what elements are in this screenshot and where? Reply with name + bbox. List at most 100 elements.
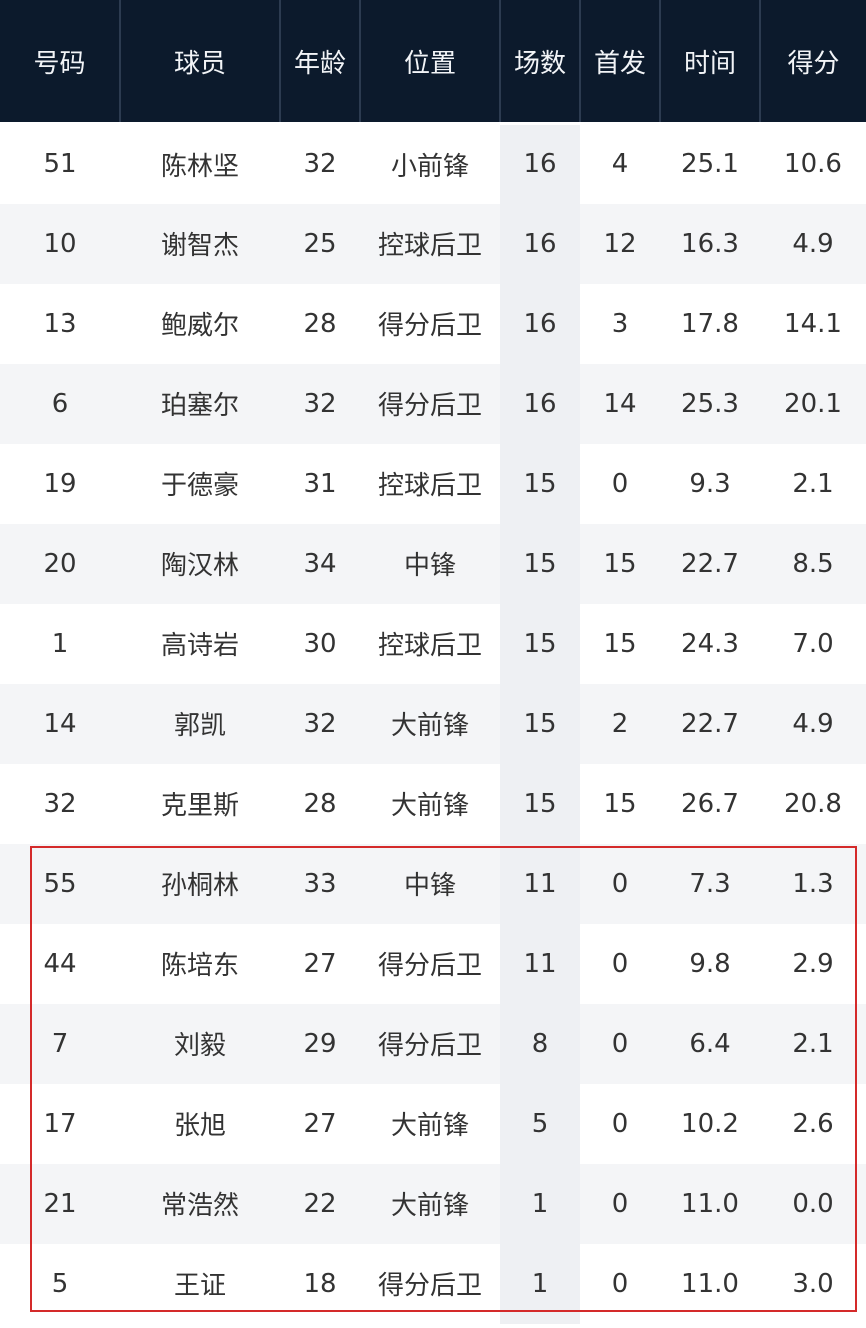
table-row: 13 鲍威尔 28 得分后卫 16 3 17.8 14.1 bbox=[0, 283, 866, 364]
header-position: 位置 bbox=[360, 0, 501, 124]
cell-age: 27 bbox=[303, 1108, 337, 1139]
cell-games: 1 bbox=[500, 1163, 580, 1244]
table-row: 32 克里斯 28 大前锋 15 15 26.7 20.8 bbox=[0, 763, 866, 844]
cell-player: 于德豪 bbox=[160, 471, 239, 501]
header-age: 年龄 bbox=[280, 0, 361, 124]
cell-minutes: 9.8 bbox=[689, 948, 731, 979]
header-games: 场数 bbox=[500, 0, 581, 124]
cell-position: 小前锋 bbox=[360, 122, 500, 204]
cell-games: 16 bbox=[500, 203, 580, 284]
cell-games: 11 bbox=[500, 843, 580, 924]
cell-player: 郭凯 bbox=[120, 683, 280, 764]
table-row: 55 孙桐林 33 中锋 11 0 7.3 1.3 bbox=[0, 843, 866, 924]
cell-position: 控球后卫 bbox=[377, 631, 482, 661]
cell-player: 谢智杰 bbox=[120, 203, 280, 284]
cell-minutes: 6.4 bbox=[660, 1003, 760, 1084]
cell-starts: 15 bbox=[603, 788, 637, 819]
cell-games: 15 bbox=[500, 683, 580, 764]
cell-position: 得分后卫 bbox=[377, 311, 482, 341]
cell-points: 2.6 bbox=[792, 1108, 834, 1139]
cell-starts: 12 bbox=[580, 203, 660, 284]
cell-number: 13 bbox=[43, 308, 77, 339]
cell-number: 5 bbox=[51, 1268, 69, 1299]
cell-minutes: 11.0 bbox=[681, 1268, 739, 1299]
cell-minutes: 25.1 bbox=[660, 122, 760, 204]
cell-games: 15 bbox=[500, 763, 580, 844]
cell-number: 6 bbox=[0, 363, 120, 444]
cell-age: 28 bbox=[303, 788, 337, 819]
cell-age: 27 bbox=[303, 948, 337, 979]
cell-points: 4.9 bbox=[760, 203, 866, 284]
cell-position: 控球后卫 bbox=[360, 203, 500, 284]
cell-position: 中锋 bbox=[360, 523, 500, 604]
cell-player: 高诗岩 bbox=[160, 631, 239, 661]
table-row: 51 陈林坚 32 小前锋 16 4 25.1 10.6 bbox=[0, 122, 866, 204]
cell-minutes: 25.3 bbox=[660, 363, 760, 444]
cell-number: 21 bbox=[0, 1163, 120, 1244]
cell-position: 得分后卫 bbox=[360, 1003, 500, 1084]
table-row: 21 常浩然 22 大前锋 1 0 11.0 0.0 bbox=[0, 1163, 866, 1244]
table-row: 20 陶汉林 34 中锋 15 15 22.7 8.5 bbox=[0, 523, 866, 604]
cell-minutes: 24.3 bbox=[681, 628, 739, 659]
cell-games: 8 bbox=[500, 1003, 580, 1084]
cell-minutes: 11.0 bbox=[660, 1163, 760, 1244]
table-row: 19 于德豪 31 控球后卫 15 0 9.3 2.1 bbox=[0, 443, 866, 524]
cell-points: 1.3 bbox=[760, 843, 866, 924]
cell-age: 32 bbox=[280, 122, 360, 204]
cell-position: 大前锋 bbox=[390, 791, 469, 821]
header-number: 号码 bbox=[0, 0, 121, 124]
table-row: 10 谢智杰 25 控球后卫 16 12 16.3 4.9 bbox=[0, 203, 866, 284]
cell-minutes: 16.3 bbox=[660, 203, 760, 284]
cell-games: 15 bbox=[500, 523, 580, 604]
cell-age: 33 bbox=[280, 843, 360, 924]
cell-player: 珀塞尔 bbox=[120, 363, 280, 444]
cell-number: 7 bbox=[0, 1003, 120, 1084]
cell-number: 19 bbox=[43, 468, 77, 499]
cell-starts: 0 bbox=[580, 1003, 660, 1084]
cell-points: 10.6 bbox=[760, 122, 866, 204]
table-row: 1 高诗岩 30 控球后卫 15 15 24.3 7.0 bbox=[0, 603, 866, 684]
cell-starts: 3 bbox=[611, 308, 629, 339]
cell-age: 32 bbox=[280, 363, 360, 444]
cell-minutes: 7.3 bbox=[660, 843, 760, 924]
cell-starts: 15 bbox=[603, 628, 637, 659]
cell-starts: 0 bbox=[580, 1163, 660, 1244]
cell-points: 7.0 bbox=[792, 628, 834, 659]
cell-starts: 0 bbox=[611, 948, 629, 979]
cell-player: 陈林坚 bbox=[120, 122, 280, 204]
table-row: 17 张旭 27 大前锋 5 0 10.2 2.6 bbox=[0, 1083, 866, 1164]
cell-age: 29 bbox=[280, 1003, 360, 1084]
cell-number: 14 bbox=[0, 683, 120, 764]
cell-minutes: 22.7 bbox=[660, 523, 760, 604]
cell-starts: 0 bbox=[611, 468, 629, 499]
cell-games: 16 bbox=[500, 122, 580, 204]
cell-starts: 2 bbox=[580, 683, 660, 764]
table-row: 14 郭凯 32 大前锋 15 2 22.7 4.9 bbox=[0, 683, 866, 764]
cell-number: 55 bbox=[0, 843, 120, 924]
cell-number: 44 bbox=[43, 948, 77, 979]
cell-position: 中锋 bbox=[360, 843, 500, 924]
cell-points: 2.9 bbox=[792, 948, 834, 979]
cell-player: 鲍威尔 bbox=[160, 311, 239, 341]
cell-starts: 4 bbox=[580, 122, 660, 204]
table-row: 6 珀塞尔 32 得分后卫 16 14 25.3 20.1 bbox=[0, 363, 866, 444]
cell-games: 5 bbox=[500, 1083, 580, 1164]
cell-position: 大前锋 bbox=[360, 1163, 500, 1244]
header-points: 得分 bbox=[760, 0, 866, 124]
cell-position: 得分后卫 bbox=[377, 1271, 482, 1301]
cell-points: 4.9 bbox=[760, 683, 866, 764]
cell-games: 11 bbox=[500, 923, 580, 1004]
cell-games: 15 bbox=[500, 603, 580, 684]
cell-games: 16 bbox=[500, 363, 580, 444]
cell-points: 3.0 bbox=[792, 1268, 834, 1299]
cell-player: 孙桐林 bbox=[120, 843, 280, 924]
cell-starts: 14 bbox=[580, 363, 660, 444]
cell-number: 10 bbox=[0, 203, 120, 284]
cell-age: 32 bbox=[280, 683, 360, 764]
table-row: 44 陈培东 27 得分后卫 11 0 9.8 2.9 bbox=[0, 923, 866, 1004]
cell-points: 8.5 bbox=[760, 523, 866, 604]
cell-points: 14.1 bbox=[784, 308, 842, 339]
table-row: 5 王证 18 得分后卫 1 0 11.0 3.0 bbox=[0, 1243, 866, 1324]
cell-player: 王证 bbox=[173, 1271, 226, 1301]
